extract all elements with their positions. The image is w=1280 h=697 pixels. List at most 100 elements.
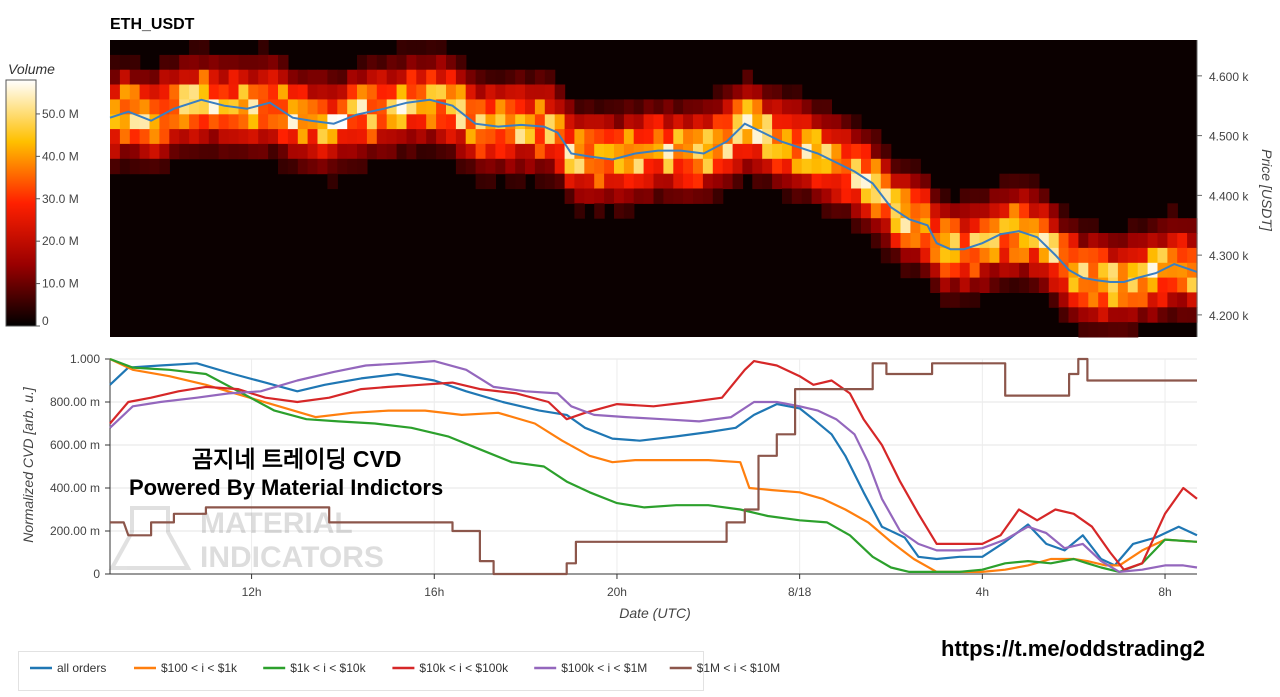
heatmap-cell xyxy=(129,84,141,100)
heatmap-cell xyxy=(959,233,971,249)
heatmap-cell xyxy=(337,114,348,130)
heatmap-cell xyxy=(228,129,240,145)
heatmap-cell xyxy=(604,188,615,204)
heatmap-cell xyxy=(228,69,240,86)
heatmap-cell xyxy=(149,158,160,175)
heatmap-cell xyxy=(1068,247,1079,264)
heatmap-cell xyxy=(436,54,447,71)
heatmap-cell xyxy=(119,99,131,115)
heatmap-cell xyxy=(604,173,615,190)
heatmap-cell xyxy=(999,262,1010,279)
heatmap-cell xyxy=(920,233,931,249)
heatmap-cell xyxy=(238,114,249,130)
heatmap-cell xyxy=(376,54,388,71)
heatmap-cell xyxy=(1009,262,1020,279)
heatmap-cell xyxy=(1058,218,1070,234)
heatmap-cell xyxy=(505,129,516,145)
heatmap-cell xyxy=(604,114,615,130)
heatmap-cell xyxy=(416,69,427,86)
colorbar-tick-label: 0 xyxy=(42,314,49,328)
heatmap-cell xyxy=(959,203,971,219)
heatmap-cell xyxy=(357,114,368,130)
heatmap-cell xyxy=(179,69,190,86)
heatmap-cell xyxy=(1078,218,1089,234)
colorbar-label: Volume xyxy=(8,61,55,77)
heatmap-cell xyxy=(732,173,744,190)
heatmap-cell xyxy=(1187,233,1198,249)
heatmap-cell xyxy=(1127,277,1139,293)
heatmap-cell xyxy=(495,129,506,145)
heatmap-cell xyxy=(1019,203,1030,219)
heatmap-cell xyxy=(940,218,951,234)
heatmap-cell xyxy=(801,188,813,204)
heatmap-cell xyxy=(1019,233,1030,249)
heatmap-cell xyxy=(821,173,832,190)
heatmap-cell xyxy=(475,84,487,100)
heatmap-cell xyxy=(791,129,803,145)
heatmap-cell xyxy=(1038,262,1050,279)
cvd-x-axis-label: Date (UTC) xyxy=(619,605,691,621)
heatmap-cell xyxy=(712,84,724,100)
legend-label: $1k < i < $10k xyxy=(290,661,366,675)
heatmap-cell xyxy=(258,69,269,86)
heatmap-cell xyxy=(702,188,714,204)
heatmap-cell xyxy=(811,114,823,130)
heatmap-cell xyxy=(683,114,694,130)
heatmap-cell xyxy=(1108,247,1119,264)
heatmap-cell xyxy=(821,203,832,219)
heatmap-cell xyxy=(554,158,566,175)
heatmap-cell xyxy=(119,129,131,145)
heatmap-cell xyxy=(376,99,388,115)
heatmap-cell xyxy=(1048,218,1060,234)
heatmap-cell xyxy=(129,114,141,130)
heatmap-cell xyxy=(564,99,576,115)
heatmap-cell xyxy=(870,129,882,145)
heatmap-cell xyxy=(1137,233,1149,249)
heatmap-cell xyxy=(1177,307,1188,323)
heatmap-cell xyxy=(238,143,249,160)
heatmap-cell xyxy=(327,158,338,175)
heatmap-cell xyxy=(663,188,674,204)
cvd-x-tick-label: 12h xyxy=(242,585,262,599)
heatmap-cell xyxy=(554,173,566,190)
price-axis-ticks: 4.200 k 4.300 k 4.400 k 4.500 k 4.600 k xyxy=(1197,70,1249,323)
heatmap-cell xyxy=(940,233,951,249)
heatmap-cell xyxy=(426,143,437,160)
heatmap-cell xyxy=(465,158,477,175)
telegram-link[interactable]: https://t.me/oddstrading2 xyxy=(941,636,1205,661)
heatmap-cell xyxy=(732,99,744,115)
heatmap-cell xyxy=(1187,277,1198,293)
heatmap-cell xyxy=(297,69,309,86)
heatmap-cell xyxy=(297,84,309,100)
heatmap-cell xyxy=(930,188,941,204)
heatmap-cell xyxy=(1058,292,1070,308)
heatmap-cell xyxy=(1117,277,1129,293)
heatmap-cell xyxy=(1167,247,1178,264)
heatmap-cell xyxy=(574,129,585,145)
heatmap-cell xyxy=(268,69,279,86)
heatmap-cell xyxy=(208,143,220,160)
heatmap-cell xyxy=(1157,233,1168,249)
heatmap-cell xyxy=(534,69,546,86)
heatmap-cell xyxy=(594,129,605,145)
heatmap-cell xyxy=(890,188,902,204)
heatmap-cell xyxy=(1147,307,1159,323)
heatmap-cell xyxy=(712,188,724,204)
heatmap-cell xyxy=(406,84,417,100)
heatmap-cell xyxy=(752,173,763,190)
heatmap-cell xyxy=(959,292,971,308)
heatmap-cell xyxy=(1127,262,1139,279)
heatmap-cell xyxy=(1048,277,1060,293)
heatmap-cell xyxy=(989,188,1000,204)
heatmap-cell xyxy=(989,218,1000,234)
heatmap-cell xyxy=(920,247,931,264)
heatmap-cell xyxy=(732,158,744,175)
heatmap-cell xyxy=(119,143,131,160)
heatmap-cell xyxy=(1019,173,1030,190)
heatmap-cell xyxy=(287,99,299,115)
cvd-series-line xyxy=(110,357,1197,576)
heatmap-cell xyxy=(762,99,773,115)
heatmap-cell xyxy=(653,188,664,204)
heatmap-cell xyxy=(791,143,803,160)
heatmap-cell xyxy=(801,173,813,190)
